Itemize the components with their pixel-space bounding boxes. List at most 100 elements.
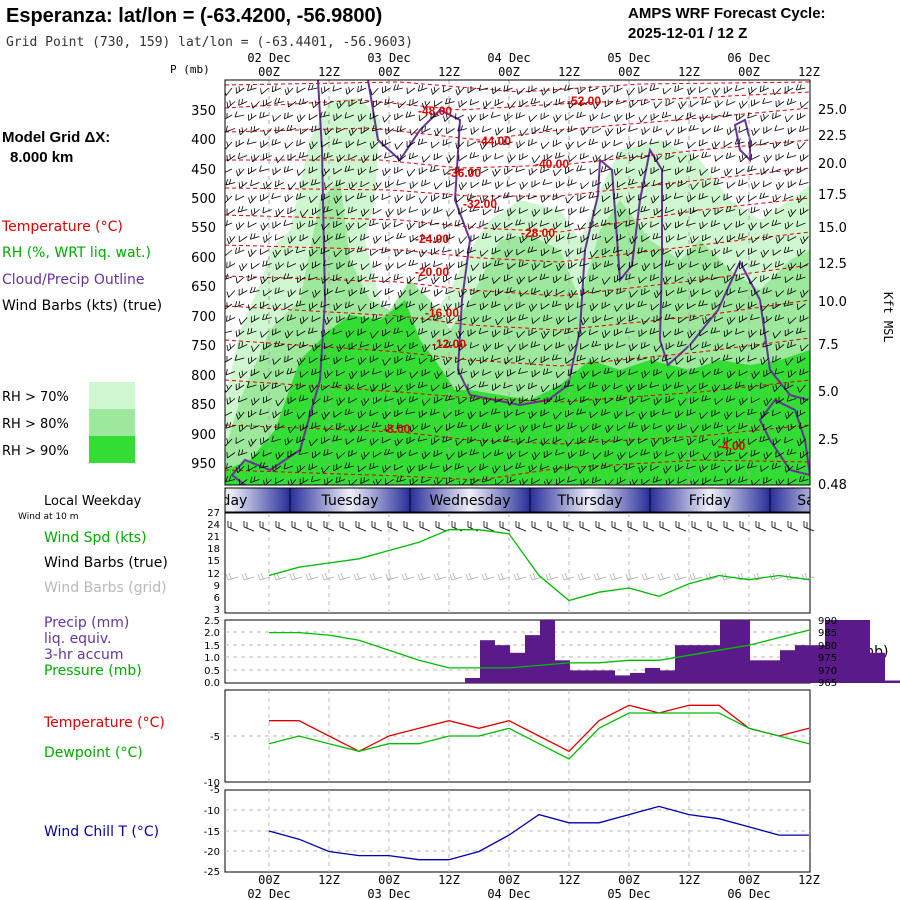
wind-barb	[799, 262, 809, 269]
wind-barb	[787, 209, 797, 218]
wind-barb	[263, 342, 272, 350]
wind-barb	[503, 435, 513, 442]
wind-barb	[626, 87, 635, 96]
wind-barb	[308, 220, 318, 228]
wind-barb	[455, 384, 465, 393]
wind-barb	[296, 193, 306, 200]
wind-barb	[324, 316, 333, 325]
wind-barb	[629, 100, 638, 108]
weekday-cell	[650, 488, 770, 512]
wind-barb	[796, 112, 806, 121]
wind-barb	[739, 100, 748, 109]
wind-barb	[723, 247, 733, 255]
wind-barb	[357, 465, 367, 472]
wind-barb	[495, 317, 504, 326]
wind-barb	[726, 99, 736, 106]
wind-barb	[665, 289, 675, 297]
wind-barb	[555, 423, 565, 432]
precip-bar	[510, 652, 525, 683]
wind-barb	[259, 165, 269, 172]
wind-barb	[409, 98, 419, 106]
wind-barb	[690, 396, 699, 404]
wind-barb	[336, 369, 345, 377]
wind-barb	[406, 222, 416, 231]
wind-barb	[372, 260, 382, 268]
height-tick: 12.5	[818, 257, 847, 272]
pressure-axis-title: P (mb)	[170, 63, 210, 76]
wind-barb	[249, 233, 260, 240]
wind-barb-grid	[273, 572, 287, 581]
wind-barb	[421, 369, 431, 377]
wind-barb	[637, 194, 647, 201]
wind-barb	[394, 166, 403, 174]
legend-precip: Precip (mm)	[44, 615, 129, 631]
wind-barb	[433, 288, 443, 297]
wind-barb	[690, 100, 699, 108]
wind-barb-grid	[225, 572, 239, 581]
wind-barb	[689, 207, 699, 215]
wind-barb	[626, 355, 635, 364]
wind-barb	[552, 193, 562, 201]
wind-barb	[491, 354, 501, 362]
wind-barb	[661, 111, 672, 119]
wind-barb	[625, 327, 635, 334]
wind-barb	[568, 207, 577, 216]
wind-barb	[723, 465, 733, 474]
wind-barb	[369, 141, 379, 149]
wind-barb	[397, 450, 407, 459]
wind-barb-grid	[625, 572, 639, 581]
weekday-label: Friday	[689, 493, 731, 509]
wind-barb	[592, 452, 602, 460]
wind-barb	[482, 369, 492, 376]
wind-barb	[674, 221, 684, 229]
wind-barb	[235, 86, 245, 94]
wind-barb	[564, 274, 574, 281]
wind-barb-grid	[401, 572, 415, 581]
wind-barb-true	[739, 521, 751, 532]
wind-barb	[263, 128, 272, 136]
wind-barb-grid	[289, 572, 303, 581]
wind-barb	[714, 289, 724, 298]
wind-barb-true	[755, 521, 767, 532]
wind-barb	[637, 247, 647, 254]
wind-barb	[420, 287, 431, 294]
wind-barb	[443, 114, 452, 122]
wind-barb	[332, 138, 342, 145]
wind-barb	[799, 101, 809, 109]
wind-barb	[336, 315, 346, 323]
wind-barb-grid	[257, 572, 271, 581]
wind-barb	[515, 409, 525, 416]
wind-barb	[735, 113, 745, 121]
temp-label-m44: -44.00	[477, 134, 511, 148]
wind-barb	[579, 449, 589, 457]
wind-barb	[287, 396, 297, 405]
wind-barb	[687, 330, 696, 339]
wind-barb-true	[595, 521, 607, 532]
wind-barb	[674, 328, 684, 336]
wind-barb	[641, 127, 651, 135]
wind-barb	[467, 275, 477, 284]
wind-barb	[443, 275, 452, 283]
wind-barb	[580, 370, 590, 379]
wind-barb	[469, 395, 480, 402]
wind-barb	[552, 465, 562, 473]
wind-barb	[381, 300, 391, 307]
wind-barb-grid	[369, 572, 383, 581]
wind-barb	[503, 382, 513, 389]
wind-barb	[481, 422, 492, 430]
wind-barb	[616, 477, 626, 485]
wind-barb	[784, 221, 794, 230]
wind-barb	[629, 290, 638, 298]
wind-barb	[299, 316, 309, 325]
wind-barb	[446, 262, 455, 271]
wind-barb	[775, 182, 785, 190]
height-tick: 25.0	[818, 103, 847, 118]
precip-bar	[750, 660, 765, 683]
wind-barb	[394, 113, 404, 121]
wind-barb	[234, 354, 245, 361]
wind-barb	[406, 330, 416, 338]
wind-barb	[516, 249, 526, 256]
wind-barb	[263, 424, 272, 433]
wind-barb	[600, 462, 611, 470]
wind-barb	[385, 423, 394, 432]
